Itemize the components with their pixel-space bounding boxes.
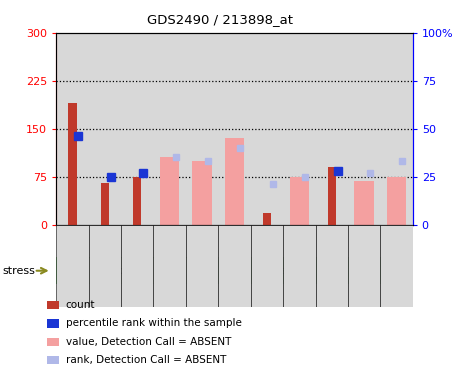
Text: value, Detection Call = ABSENT: value, Detection Call = ABSENT bbox=[66, 337, 231, 347]
Bar bbox=[186, 225, 218, 307]
Text: count: count bbox=[66, 300, 95, 310]
Bar bbox=[56, 257, 218, 284]
Text: GDS2490 / 213898_at: GDS2490 / 213898_at bbox=[147, 13, 294, 26]
Bar bbox=[251, 225, 283, 307]
Bar bbox=[289, 177, 309, 225]
Bar bbox=[218, 257, 413, 284]
Text: control: control bbox=[118, 266, 157, 276]
Bar bbox=[153, 225, 186, 307]
Text: cigarette smoking: cigarette smoking bbox=[265, 266, 366, 276]
Text: rank, Detection Call = ABSENT: rank, Detection Call = ABSENT bbox=[66, 355, 226, 365]
Bar bbox=[56, 225, 89, 307]
Bar bbox=[160, 157, 180, 225]
Bar bbox=[225, 138, 244, 225]
Bar bbox=[101, 183, 109, 225]
Bar bbox=[192, 161, 212, 225]
Text: stress: stress bbox=[2, 266, 35, 276]
Bar bbox=[133, 177, 141, 225]
Bar bbox=[387, 177, 406, 225]
Bar bbox=[68, 103, 76, 225]
Bar bbox=[283, 225, 316, 307]
Bar bbox=[348, 225, 380, 307]
Bar bbox=[316, 225, 348, 307]
Bar bbox=[380, 225, 413, 307]
Bar bbox=[328, 167, 336, 225]
Text: percentile rank within the sample: percentile rank within the sample bbox=[66, 318, 242, 328]
Bar bbox=[263, 213, 271, 225]
Bar bbox=[218, 225, 251, 307]
Bar bbox=[355, 181, 374, 225]
Bar bbox=[121, 225, 153, 307]
Bar bbox=[89, 225, 121, 307]
